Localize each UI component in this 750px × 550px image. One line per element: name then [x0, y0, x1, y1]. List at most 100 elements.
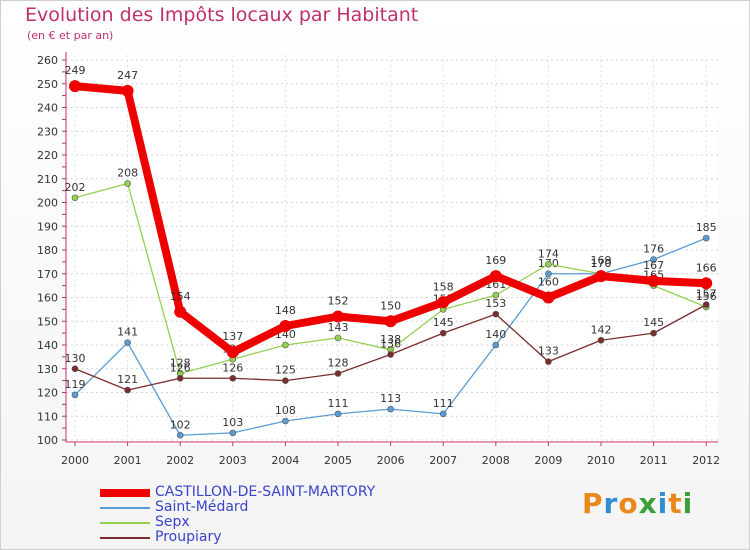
data-point	[650, 329, 657, 337]
data-point	[176, 374, 184, 382]
legend-item: Sepx	[100, 514, 440, 530]
data-label: 208	[117, 167, 138, 180]
data-label: 143	[328, 321, 349, 334]
legend-swatch	[100, 489, 150, 497]
proxiti-logo: Proxiti	[582, 487, 693, 520]
legend-label: Proupiary	[155, 529, 222, 545]
data-label: 157	[696, 288, 717, 301]
data-label: 154	[170, 290, 191, 303]
legend-label: CASTILLON-DE-SAINT-MARTORY	[155, 484, 376, 500]
data-point	[387, 351, 394, 358]
data-point	[384, 315, 397, 328]
data-label: 169	[591, 254, 612, 267]
y-tick-labels: 100 110 120 130 140 150 160 170 180 190 200 210 220 2…	[37, 54, 58, 447]
data-label: 158	[433, 280, 454, 293]
data-label: 167	[643, 259, 664, 272]
data-label: 152	[328, 295, 349, 308]
y-tick-label: 130	[37, 363, 58, 376]
data-point	[69, 80, 81, 93]
data-label: 170	[591, 257, 612, 270]
data-point	[334, 334, 342, 342]
data-label: 133	[538, 345, 559, 358]
data-label: 145	[643, 316, 664, 329]
data-label: 128	[328, 357, 349, 370]
x-tick-label: 2009	[534, 454, 562, 467]
x-tick-label: 2012	[692, 454, 720, 467]
data-label: 137	[222, 330, 243, 343]
data-point	[492, 291, 500, 299]
data-label: 249	[65, 64, 86, 77]
data-label: 185	[696, 221, 717, 234]
y-tick-label: 100	[37, 434, 58, 447]
data-point	[279, 320, 292, 332]
logo-letter: t	[668, 487, 683, 520]
y-tick-label: 220	[37, 149, 58, 162]
data-point	[124, 339, 131, 346]
data-label: 153	[485, 297, 506, 310]
x-tick-label: 2010	[587, 454, 615, 467]
y-tick-label: 250	[37, 78, 58, 91]
data-point	[545, 358, 552, 365]
y-tick-label: 210	[37, 173, 58, 186]
data-label: 138	[380, 333, 401, 346]
data-point	[176, 431, 184, 439]
data-label: 136	[380, 338, 401, 351]
legend-item: Proupiary	[100, 529, 440, 545]
x-tick-label: 2006	[377, 454, 405, 467]
y-tick-label: 190	[37, 220, 58, 233]
data-label: 126	[222, 361, 243, 374]
chart-legend: CASTILLON-DE-SAINT-MARTORY Saint-Médard Se…	[100, 484, 440, 545]
data-label: 126	[170, 361, 191, 374]
data-point	[229, 429, 237, 437]
data-point	[542, 291, 555, 304]
x-tick-label: 2011	[640, 454, 668, 467]
data-label: 176	[643, 243, 664, 256]
data-point	[334, 370, 342, 377]
x-tick-labels: 2000 2001 2002 2003 2004 2005 2006 2007 2008 2009…	[61, 442, 720, 467]
data-point	[439, 410, 447, 418]
data-point	[229, 374, 237, 382]
y-tick-label: 200	[37, 197, 58, 210]
data-label: 148	[275, 304, 296, 317]
data-label: 166	[696, 261, 717, 274]
chart-subtitle: (en € et par an)	[27, 29, 114, 42]
y-tick-label: 170	[37, 268, 58, 281]
data-label: 121	[117, 373, 138, 386]
data-point	[387, 405, 394, 413]
y-tick-label: 110	[37, 410, 58, 423]
data-point	[282, 417, 289, 425]
y-tick-label: 140	[37, 339, 58, 352]
y-tick-label: 180	[37, 244, 58, 257]
logo-letter: x	[638, 487, 658, 520]
data-label: 103	[222, 416, 243, 429]
y-tick-label: 160	[37, 292, 58, 305]
data-point	[71, 194, 79, 202]
legend-label: Saint-Médard	[155, 499, 249, 515]
data-label: 108	[275, 404, 296, 417]
data-point	[332, 310, 344, 323]
series-proupiary: 130 121 126 126 125 128 136 145 153 133 142 145 157	[65, 288, 717, 394]
data-point	[334, 410, 342, 418]
data-point	[489, 270, 502, 283]
logo-letter: P	[582, 487, 604, 520]
data-label: 170	[591, 257, 612, 270]
data-point	[437, 296, 450, 309]
x-tick-label: 2004	[271, 454, 299, 467]
x-tick-label: 2003	[219, 454, 247, 467]
y-tick-label: 230	[37, 125, 58, 138]
data-point	[597, 336, 605, 344]
y-tick-label: 260	[37, 54, 58, 67]
logo-letter: i	[682, 487, 694, 520]
logo-letter: o	[618, 487, 639, 520]
data-point	[226, 346, 239, 359]
y-tick-label: 120	[37, 387, 58, 400]
data-point	[492, 341, 500, 349]
data-label: 145	[433, 316, 454, 329]
legend-item: Saint-Médard	[100, 499, 440, 515]
data-label: 130	[65, 352, 86, 365]
x-tick-label: 2001	[114, 454, 142, 467]
legend-label: Sepx	[155, 514, 190, 530]
data-point	[121, 84, 134, 97]
data-point	[282, 341, 289, 349]
